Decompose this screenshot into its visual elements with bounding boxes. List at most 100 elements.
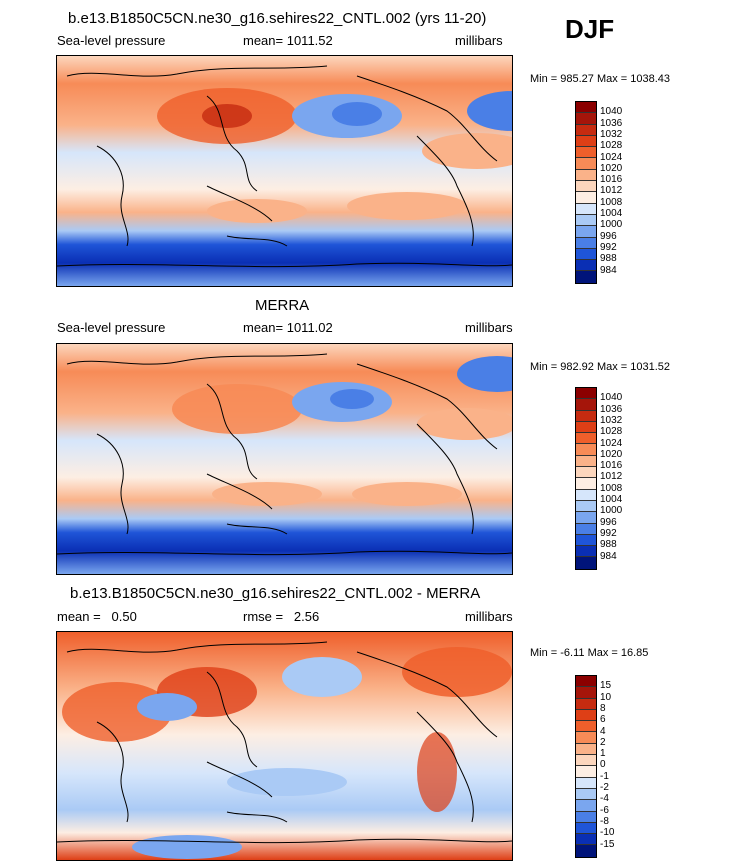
panel-3-colorbar <box>575 675 597 858</box>
panel-1-units-label: millibars <box>455 33 503 48</box>
colorbar-tick-label: 996 <box>600 230 617 242</box>
colorbar-tick-label: 984 <box>600 550 617 562</box>
colorbar-tick-label: 15 <box>600 680 612 692</box>
colorbar-segment <box>576 135 596 148</box>
colorbar-segment <box>576 226 596 238</box>
colorbar-segment <box>576 709 596 722</box>
colorbar-segment <box>576 260 596 272</box>
colorbar-segment <box>576 124 596 136</box>
colorbar-tick-label: 2 <box>600 736 606 748</box>
colorbar-tick-label: -15 <box>600 838 615 850</box>
colorbar-segment <box>576 777 596 789</box>
colorbar-segment <box>576 113 596 125</box>
panel-1-variable-label: Sea-level pressure <box>57 33 166 48</box>
panel-3-map <box>56 631 513 861</box>
panel-1-map <box>56 55 513 287</box>
colorbar-segment <box>576 214 596 227</box>
colorbar-segment <box>576 834 596 846</box>
colorbar-tick-label: 1036 <box>600 403 623 415</box>
panel-3-minmax: Min = -6.11 Max = 16.85 <box>530 647 649 659</box>
colorbar-segment <box>576 388 596 400</box>
colorbar-tick-label: 996 <box>600 516 617 528</box>
colorbar-tick-label: 1008 <box>600 196 623 208</box>
colorbar-segment <box>576 478 596 490</box>
panel-1-title: b.e13.B1850C5CN.ne30_g16.sehires22_CNTL.… <box>68 10 487 27</box>
colorbar-tick-label: 1024 <box>600 437 623 449</box>
colorbar-tick-label: -10 <box>600 827 615 839</box>
colorbar-segment <box>576 822 596 835</box>
colorbar-tick-label: 1012 <box>600 471 623 483</box>
colorbar-segment <box>576 811 596 823</box>
colorbar-segment <box>576 203 596 215</box>
colorbar-segment <box>576 800 596 812</box>
colorbar-segment <box>576 433 596 445</box>
colorbar-segment <box>576 766 596 778</box>
colorbar-tick-label: 1040 <box>600 106 623 118</box>
colorbar-tick-label: -4 <box>600 793 609 805</box>
colorbar-segment <box>576 721 596 733</box>
colorbar-tick-label: 1028 <box>600 140 623 152</box>
panel-2-variable-label: Sea-level pressure <box>57 320 166 335</box>
colorbar-segment <box>576 557 596 569</box>
colorbar-segment <box>576 489 596 501</box>
colorbar-tick-label: 984 <box>600 264 617 276</box>
colorbar-tick-label: 1032 <box>600 128 623 140</box>
colorbar-segment <box>576 788 596 801</box>
colorbar-tick-label: 1012 <box>600 185 623 197</box>
panel-1-mean-label: mean= 1011.52 <box>243 33 333 48</box>
panel-2-map <box>56 343 513 575</box>
colorbar-segment <box>576 546 596 558</box>
colorbar-tick-label: 988 <box>600 539 617 551</box>
colorbar-segment <box>576 169 596 182</box>
colorbar-tick-label: 1016 <box>600 460 623 472</box>
colorbar-tick-label: 1036 <box>600 117 623 129</box>
colorbar-tick-label: 1 <box>600 748 606 760</box>
colorbar-segment <box>576 500 596 513</box>
colorbar-tick-label: 1004 <box>600 208 623 219</box>
colorbar-tick-label: 992 <box>600 527 617 539</box>
colorbar-tick-label: 1032 <box>600 414 623 426</box>
panel-3-units-label: millibars <box>465 609 513 624</box>
colorbar-tick-label: 1016 <box>600 174 623 186</box>
colorbar-segment <box>576 676 596 688</box>
colorbar-tick-label: 1000 <box>600 505 623 517</box>
colorbar-tick-label: 1028 <box>600 426 623 438</box>
colorbar-segment <box>576 102 596 114</box>
colorbar-segment <box>576 534 596 547</box>
colorbar-segment <box>576 399 596 411</box>
colorbar-tick-label: 8 <box>600 702 606 714</box>
panel-1-colorbar <box>575 101 597 284</box>
colorbar-segment <box>576 698 596 710</box>
colorbar-segment <box>576 181 596 193</box>
panel-2-minmax: Min = 982.92 Max = 1031.52 <box>530 361 671 373</box>
colorbar-tick-label: -1 <box>600 770 609 782</box>
colorbar-tick-label: 4 <box>600 725 606 737</box>
colorbar-tick-label: 1008 <box>600 482 623 494</box>
panel-2-colorbar <box>575 387 597 570</box>
colorbar-segment <box>576 192 596 204</box>
panel-2-units-label: millibars <box>465 320 513 335</box>
colorbar-tick-label: 1020 <box>600 162 623 174</box>
colorbar-tick-label: 1020 <box>600 448 623 460</box>
colorbar-tick-label: -6 <box>600 804 609 816</box>
panel-1-minmax: Min = 985.27 Max = 1038.43 <box>530 73 671 85</box>
colorbar-segment <box>576 421 596 434</box>
colorbar-segment <box>576 467 596 479</box>
colorbar-segment <box>576 271 596 283</box>
panel-3-mean-label: mean = 0.50 <box>57 609 137 624</box>
colorbar-tick-label: 988 <box>600 253 617 265</box>
colorbar-tick-label: 1024 <box>600 151 623 163</box>
panel-3-rmse-label: rmse = 2.56 <box>243 609 320 624</box>
colorbar-segment <box>576 743 596 756</box>
panel-2-mean-label: mean= 1011.02 <box>243 320 333 335</box>
colorbar-segment <box>576 455 596 468</box>
colorbar-tick-label: 6 <box>600 714 606 726</box>
colorbar-segment <box>576 444 596 456</box>
colorbar-tick-label: 0 <box>600 759 606 771</box>
colorbar-segment <box>576 410 596 422</box>
colorbar-tick-label: -8 <box>600 815 609 827</box>
colorbar-tick-label: 1004 <box>600 494 623 505</box>
colorbar-segment <box>576 248 596 261</box>
colorbar-tick-label: 992 <box>600 241 617 253</box>
panel-3-title: b.e13.B1850C5CN.ne30_g16.sehires22_CNTL.… <box>70 585 481 602</box>
